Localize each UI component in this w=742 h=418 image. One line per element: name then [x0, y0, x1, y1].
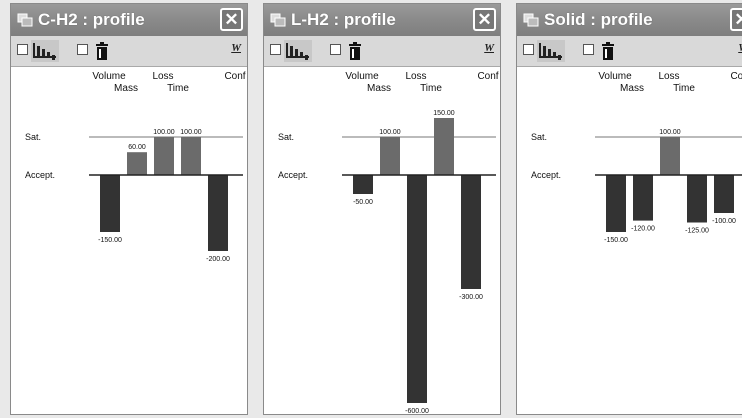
- window-c-h2: C-H2 : profile ✕ W Volume Mass Loss Time Con…: [10, 3, 248, 415]
- bar-chart-checkbox[interactable]: [17, 44, 28, 55]
- bar: [461, 175, 481, 289]
- value-label: -150.00: [604, 237, 628, 244]
- category-label: Conf: [477, 71, 498, 82]
- bar: [714, 175, 734, 213]
- trash-bin-icon[interactable]: [89, 40, 117, 62]
- bar: [606, 175, 626, 232]
- trash-bin-icon[interactable]: [595, 40, 623, 62]
- value-label: -100.00: [712, 218, 736, 225]
- value-label: 60.00: [128, 144, 146, 151]
- value-label: -120.00: [631, 226, 655, 233]
- category-label: Mass: [114, 83, 138, 94]
- bar: [154, 137, 174, 175]
- value-label: -300.00: [459, 294, 483, 301]
- sat-label: Sat.: [531, 132, 547, 142]
- toolbar: W: [11, 36, 247, 67]
- app-window-icon: [523, 13, 539, 27]
- bar: [100, 175, 120, 232]
- bar-chart-icon[interactable]: [537, 40, 565, 62]
- bar: [687, 175, 707, 223]
- bar: [127, 152, 147, 175]
- toolbar: W: [264, 36, 500, 67]
- trash-bin-icon[interactable]: [342, 40, 370, 62]
- close-icon: ✕: [734, 10, 742, 29]
- window-title: Solid : profile: [544, 10, 653, 29]
- sat-label: Sat.: [278, 132, 294, 142]
- bar: [181, 137, 201, 175]
- toolbar: W: [517, 36, 742, 67]
- trash-checkbox[interactable]: [583, 44, 594, 55]
- category-label: Loss: [658, 71, 679, 82]
- category-label: Volume: [92, 71, 126, 82]
- close-button[interactable]: ✕: [473, 8, 496, 31]
- category-label: Volume: [345, 71, 379, 82]
- bar: [353, 175, 373, 194]
- value-label: -50.00: [353, 199, 373, 206]
- bar: [660, 137, 680, 175]
- app-window-icon: [17, 13, 33, 27]
- value-label: 100.00: [153, 129, 175, 136]
- bar: [633, 175, 653, 221]
- category-label: Mass: [367, 83, 391, 94]
- close-button[interactable]: ✕: [730, 8, 742, 31]
- value-label: -200.00: [206, 256, 230, 263]
- window-title: L-H2 : profile: [291, 10, 396, 29]
- category-label: Loss: [405, 71, 426, 82]
- bar: [380, 137, 400, 175]
- category-label: Mass: [620, 83, 644, 94]
- close-icon: ✕: [477, 10, 492, 29]
- trash-checkbox[interactable]: [77, 44, 88, 55]
- value-label: -600.00: [405, 408, 429, 415]
- accept-label: Accept.: [25, 170, 55, 180]
- bar: [208, 175, 228, 251]
- title-bar[interactable]: L-H2 : profile ✕: [264, 4, 500, 36]
- category-label: Volume: [598, 71, 632, 82]
- value-label: 100.00: [180, 129, 202, 136]
- w-icon[interactable]: W: [738, 42, 742, 54]
- title-bar[interactable]: C-H2 : profile ✕: [11, 4, 247, 36]
- bar-chart-icon[interactable]: [284, 40, 312, 62]
- accept-label: Accept.: [278, 170, 308, 180]
- category-label: Time: [167, 83, 189, 94]
- value-label: -150.00: [98, 237, 122, 244]
- w-icon[interactable]: W: [484, 42, 494, 54]
- category-label: Time: [673, 83, 695, 94]
- app-window-icon: [270, 13, 286, 27]
- close-icon: ✕: [224, 10, 239, 29]
- bar: [407, 175, 427, 403]
- value-label: -125.00: [685, 228, 709, 235]
- value-label: 150.00: [433, 110, 455, 117]
- close-button[interactable]: ✕: [220, 8, 243, 31]
- category-label: Conf: [730, 71, 742, 82]
- w-icon[interactable]: W: [231, 42, 241, 54]
- category-label: Time: [420, 83, 442, 94]
- trash-checkbox[interactable]: [330, 44, 341, 55]
- bar: [434, 118, 454, 175]
- window-l-h2: L-H2 : profile ✕ W Volume Mass Loss Time Con…: [263, 3, 501, 415]
- bar-chart-icon[interactable]: [31, 40, 59, 62]
- category-label: Conf: [224, 71, 245, 82]
- bar-chart-checkbox[interactable]: [523, 44, 534, 55]
- title-bar[interactable]: Solid : profile ✕: [517, 4, 742, 36]
- accept-label: Accept.: [531, 170, 561, 180]
- bar-chart-checkbox[interactable]: [270, 44, 281, 55]
- window-title: C-H2 : profile: [38, 10, 145, 29]
- sat-label: Sat.: [25, 132, 41, 142]
- value-label: 100.00: [659, 129, 681, 136]
- category-label: Loss: [152, 71, 173, 82]
- value-label: 100.00: [379, 129, 401, 136]
